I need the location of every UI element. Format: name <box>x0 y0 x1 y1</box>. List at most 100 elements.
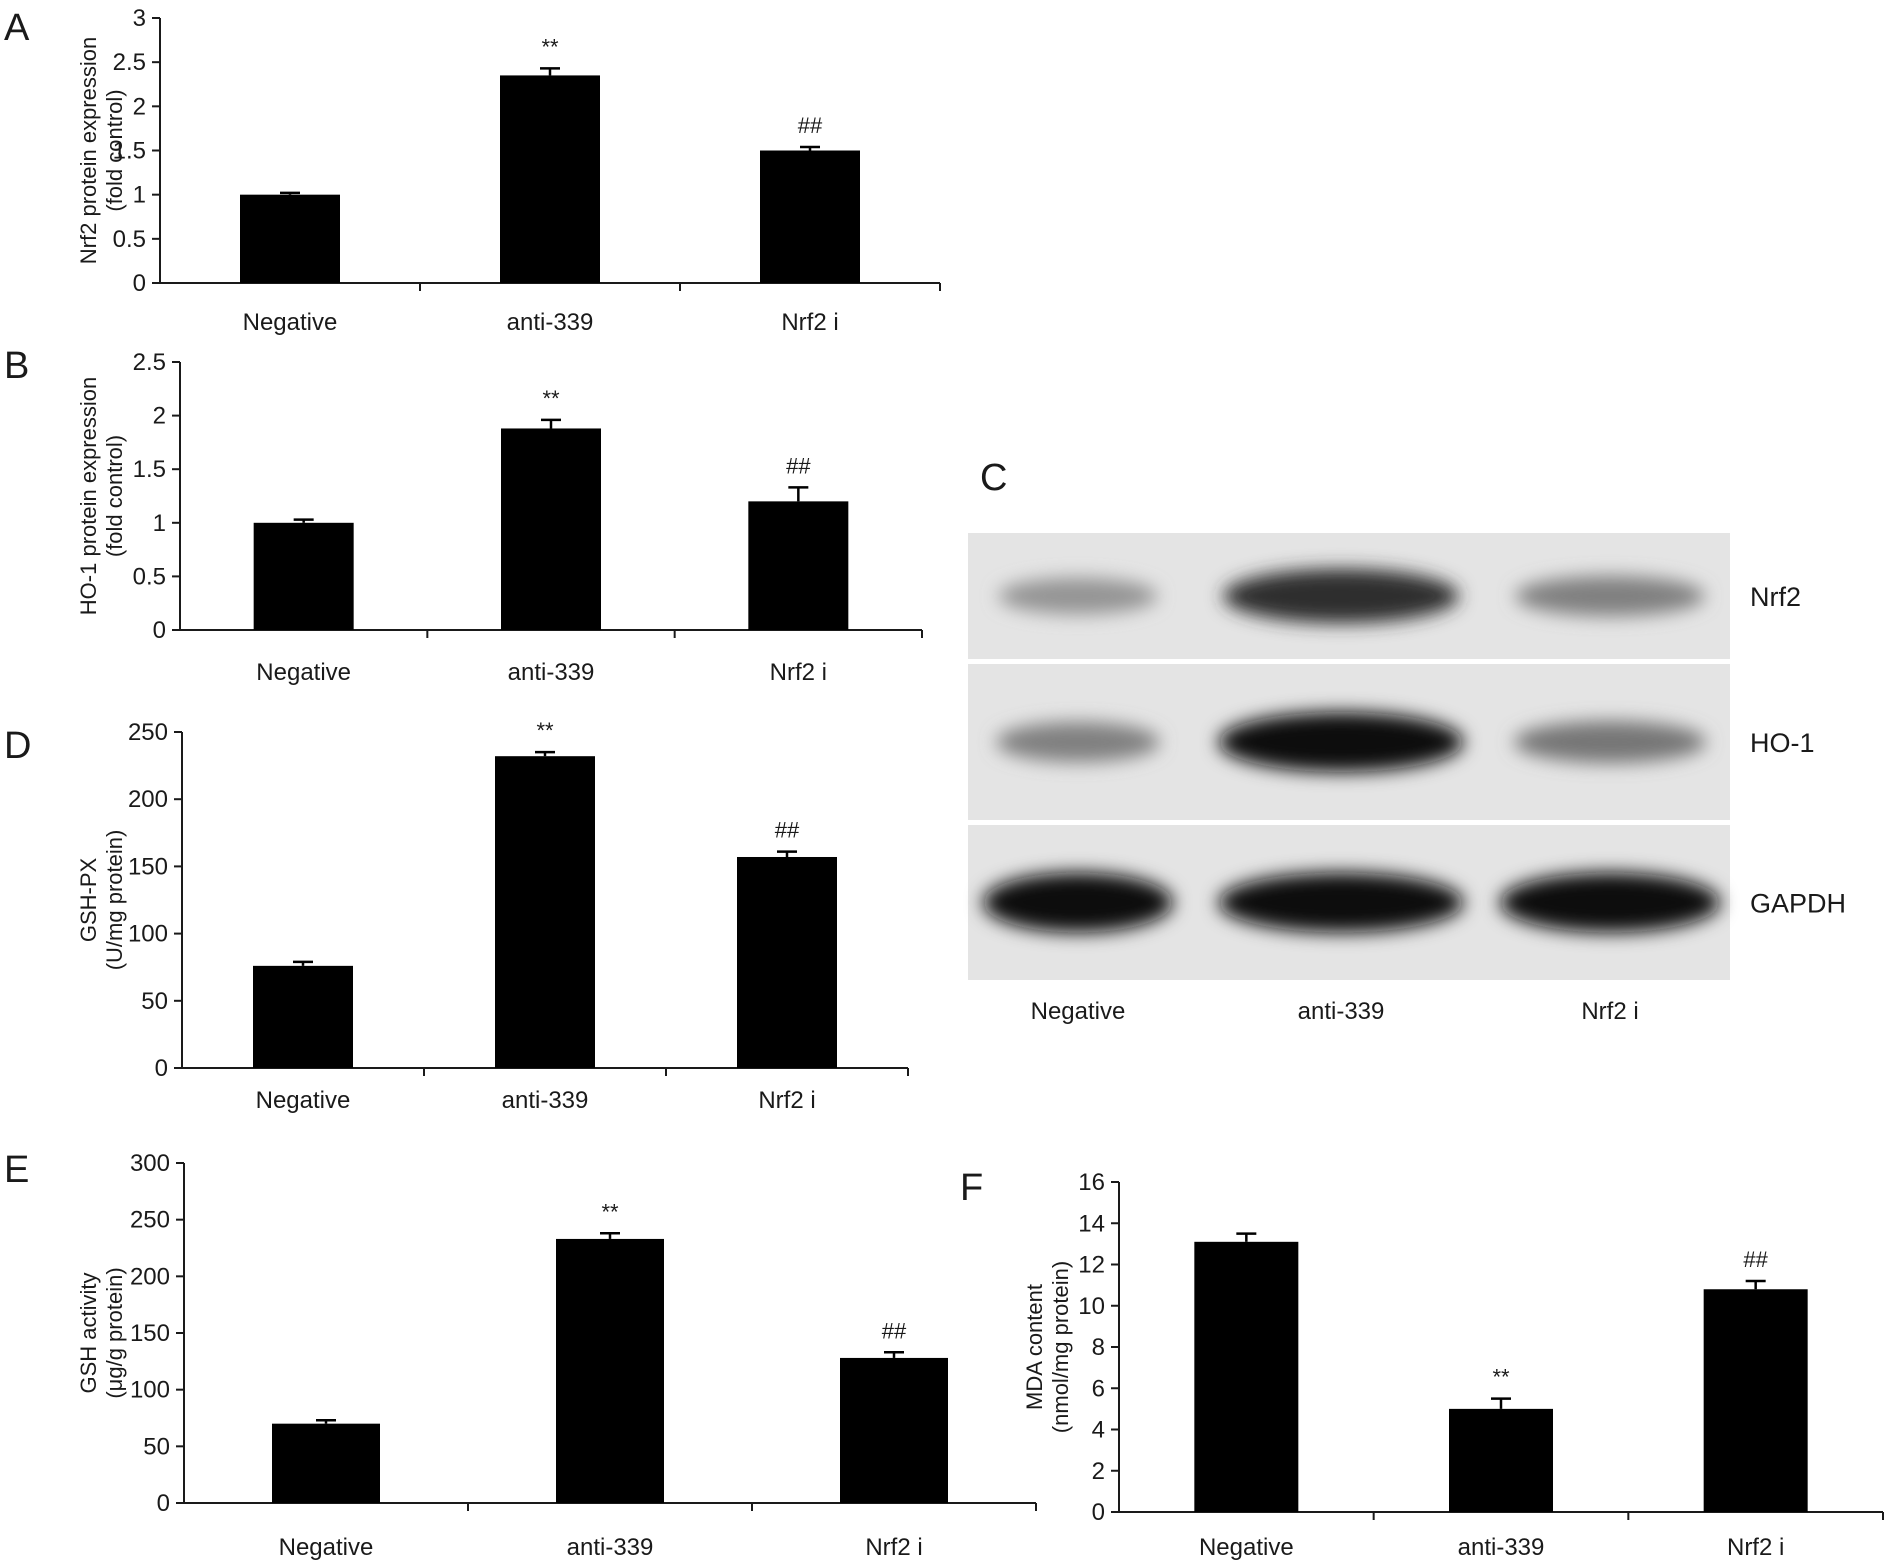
y-axis-label-line: (μg/g protein) <box>102 1267 127 1398</box>
x-category-label: Nrf2 i <box>781 309 838 336</box>
blot-band <box>1223 568 1459 624</box>
y-tick-label: 0 <box>153 617 166 644</box>
blot-band <box>983 872 1173 933</box>
significance-marker: ## <box>798 113 823 138</box>
bar <box>556 1238 664 1503</box>
y-tick-label: 0.5 <box>133 563 166 590</box>
y-tick-label: 250 <box>128 719 168 746</box>
y-tick-label: 6 <box>1092 1375 1105 1402</box>
x-category-label: Negative <box>1199 1534 1294 1561</box>
y-axis-label-line: GSH-PX <box>76 858 101 943</box>
y-tick-label: 0 <box>155 1055 168 1082</box>
y-axis-label: GSH-PX(U/mg protein) <box>76 830 127 971</box>
x-category-label: Negative <box>279 1534 374 1561</box>
y-axis-label-line: GSH activity <box>76 1272 101 1393</box>
y-tick-label: 50 <box>141 988 168 1015</box>
significance-marker: ## <box>1743 1247 1768 1272</box>
bar <box>1449 1408 1553 1512</box>
x-category-label: anti-339 <box>1458 1534 1545 1561</box>
blot-band <box>998 577 1158 615</box>
y-axis-label-line: (nmol/mg protein) <box>1048 1261 1073 1433</box>
y-tick-label: 1 <box>133 182 146 209</box>
y-tick-label: 14 <box>1078 1210 1105 1237</box>
y-tick-label: 10 <box>1078 1293 1105 1320</box>
x-category-label: Nrf2 i <box>758 1087 815 1114</box>
bar <box>760 150 860 283</box>
significance-marker: ## <box>786 453 811 478</box>
y-tick-label: 2.5 <box>113 49 146 76</box>
y-tick-label: 1.5 <box>133 456 166 483</box>
y-axis-label: MDA content(nmol/mg protein) <box>1022 1261 1073 1433</box>
y-axis-label-line: (U/mg protein) <box>102 830 127 971</box>
panel-letter-f: F <box>960 1167 983 1209</box>
x-category-label: Nrf2 i <box>770 659 827 686</box>
bar <box>272 1423 380 1503</box>
blot-band <box>1513 721 1707 763</box>
y-axis-label-line: HO-1 protein expression <box>76 377 101 615</box>
bar <box>501 428 601 630</box>
y-tick-label: 2 <box>153 403 166 430</box>
x-category-label: Negative <box>256 1087 351 1114</box>
y-tick-label: 200 <box>128 786 168 813</box>
y-tick-label: 2 <box>1092 1458 1105 1485</box>
panel-letter-a: A <box>4 7 30 49</box>
blot-row-label: HO-1 <box>1750 728 1815 758</box>
bar <box>495 756 595 1068</box>
x-category-label: anti-339 <box>567 1534 654 1561</box>
y-tick-label: 3 <box>133 5 146 32</box>
panel-letter-e: E <box>4 1149 29 1191</box>
chart-panel-e: E 0 50 100 150 200 250 300 Negative ** anti-339 ##… <box>4 1149 1037 1561</box>
bar <box>253 965 353 1068</box>
blot-lane-label: Negative <box>1031 998 1126 1025</box>
x-category-label: anti-339 <box>502 1087 589 1114</box>
chart-panel-b: B 0 0.5 1 1.5 2 2.5 Negative ** anti-339 ## Nrf2 i… <box>4 345 923 686</box>
significance-marker: ## <box>882 1318 907 1343</box>
panel-letter-d: D <box>4 725 31 767</box>
significance-marker: ## <box>775 818 800 843</box>
x-category-label: Nrf2 i <box>865 1534 922 1561</box>
y-tick-label: 200 <box>130 1263 170 1290</box>
bar <box>840 1357 948 1503</box>
y-tick-label: 100 <box>130 1377 170 1404</box>
y-tick-label: 8 <box>1092 1334 1105 1361</box>
y-tick-label: 0 <box>1092 1499 1105 1526</box>
bar <box>500 75 600 284</box>
bar <box>1703 1289 1808 1512</box>
y-tick-label: 2.5 <box>133 349 166 376</box>
chart-panel-a: A 0 0.5 1 1.5 2 2.5 3 Negative ** anti-339 ## Nrf2 … <box>4 5 941 336</box>
blot-row-label: Nrf2 <box>1750 582 1801 612</box>
blot-row-label: GAPDH <box>1750 889 1846 919</box>
western-blot-panel-c: C Nrf2 HO-1 GAPDH Negative anti-339 Nrf2 i <box>968 457 1846 1025</box>
chart-panel-d: D 0 50 100 150 200 250 Negative ** anti-339 ## Nrf… <box>4 718 909 1114</box>
y-tick-label: 16 <box>1078 1169 1105 1196</box>
y-tick-label: 12 <box>1078 1252 1105 1279</box>
y-tick-label: 0 <box>157 1490 170 1517</box>
y-axis-label: GSH activity(μg/g protein) <box>76 1267 127 1398</box>
y-axis-label-line: (fold control) <box>102 435 127 557</box>
x-category-label: anti-339 <box>507 309 594 336</box>
x-category-label: Negative <box>243 309 338 336</box>
x-category-label: Negative <box>256 659 351 686</box>
blot-band <box>1500 872 1720 933</box>
bar <box>748 501 849 630</box>
y-tick-label: 1 <box>153 510 166 537</box>
blot-band <box>1218 872 1464 933</box>
significance-marker: ** <box>536 718 554 743</box>
y-tick-label: 0 <box>133 270 146 297</box>
panel-letter-c: C <box>980 457 1007 499</box>
y-tick-label: 250 <box>130 1207 170 1234</box>
y-tick-label: 2 <box>133 93 146 120</box>
blot-band <box>1515 575 1705 617</box>
blot-lane-label: anti-339 <box>1298 998 1385 1025</box>
y-axis-label-line: Nrf2 protein expression <box>76 37 101 264</box>
x-category-label: anti-339 <box>508 659 595 686</box>
y-axis-label: Nrf2 protein expression(fold control) <box>76 37 127 264</box>
y-axis-label-line: (fold control) <box>102 89 127 211</box>
bar <box>240 194 340 283</box>
y-tick-label: 100 <box>128 921 168 948</box>
y-axis-label: HO-1 protein expression(fold control) <box>76 377 127 615</box>
x-category-label: Nrf2 i <box>1727 1534 1784 1561</box>
y-tick-label: 4 <box>1092 1417 1105 1444</box>
y-tick-label: 300 <box>130 1150 170 1177</box>
